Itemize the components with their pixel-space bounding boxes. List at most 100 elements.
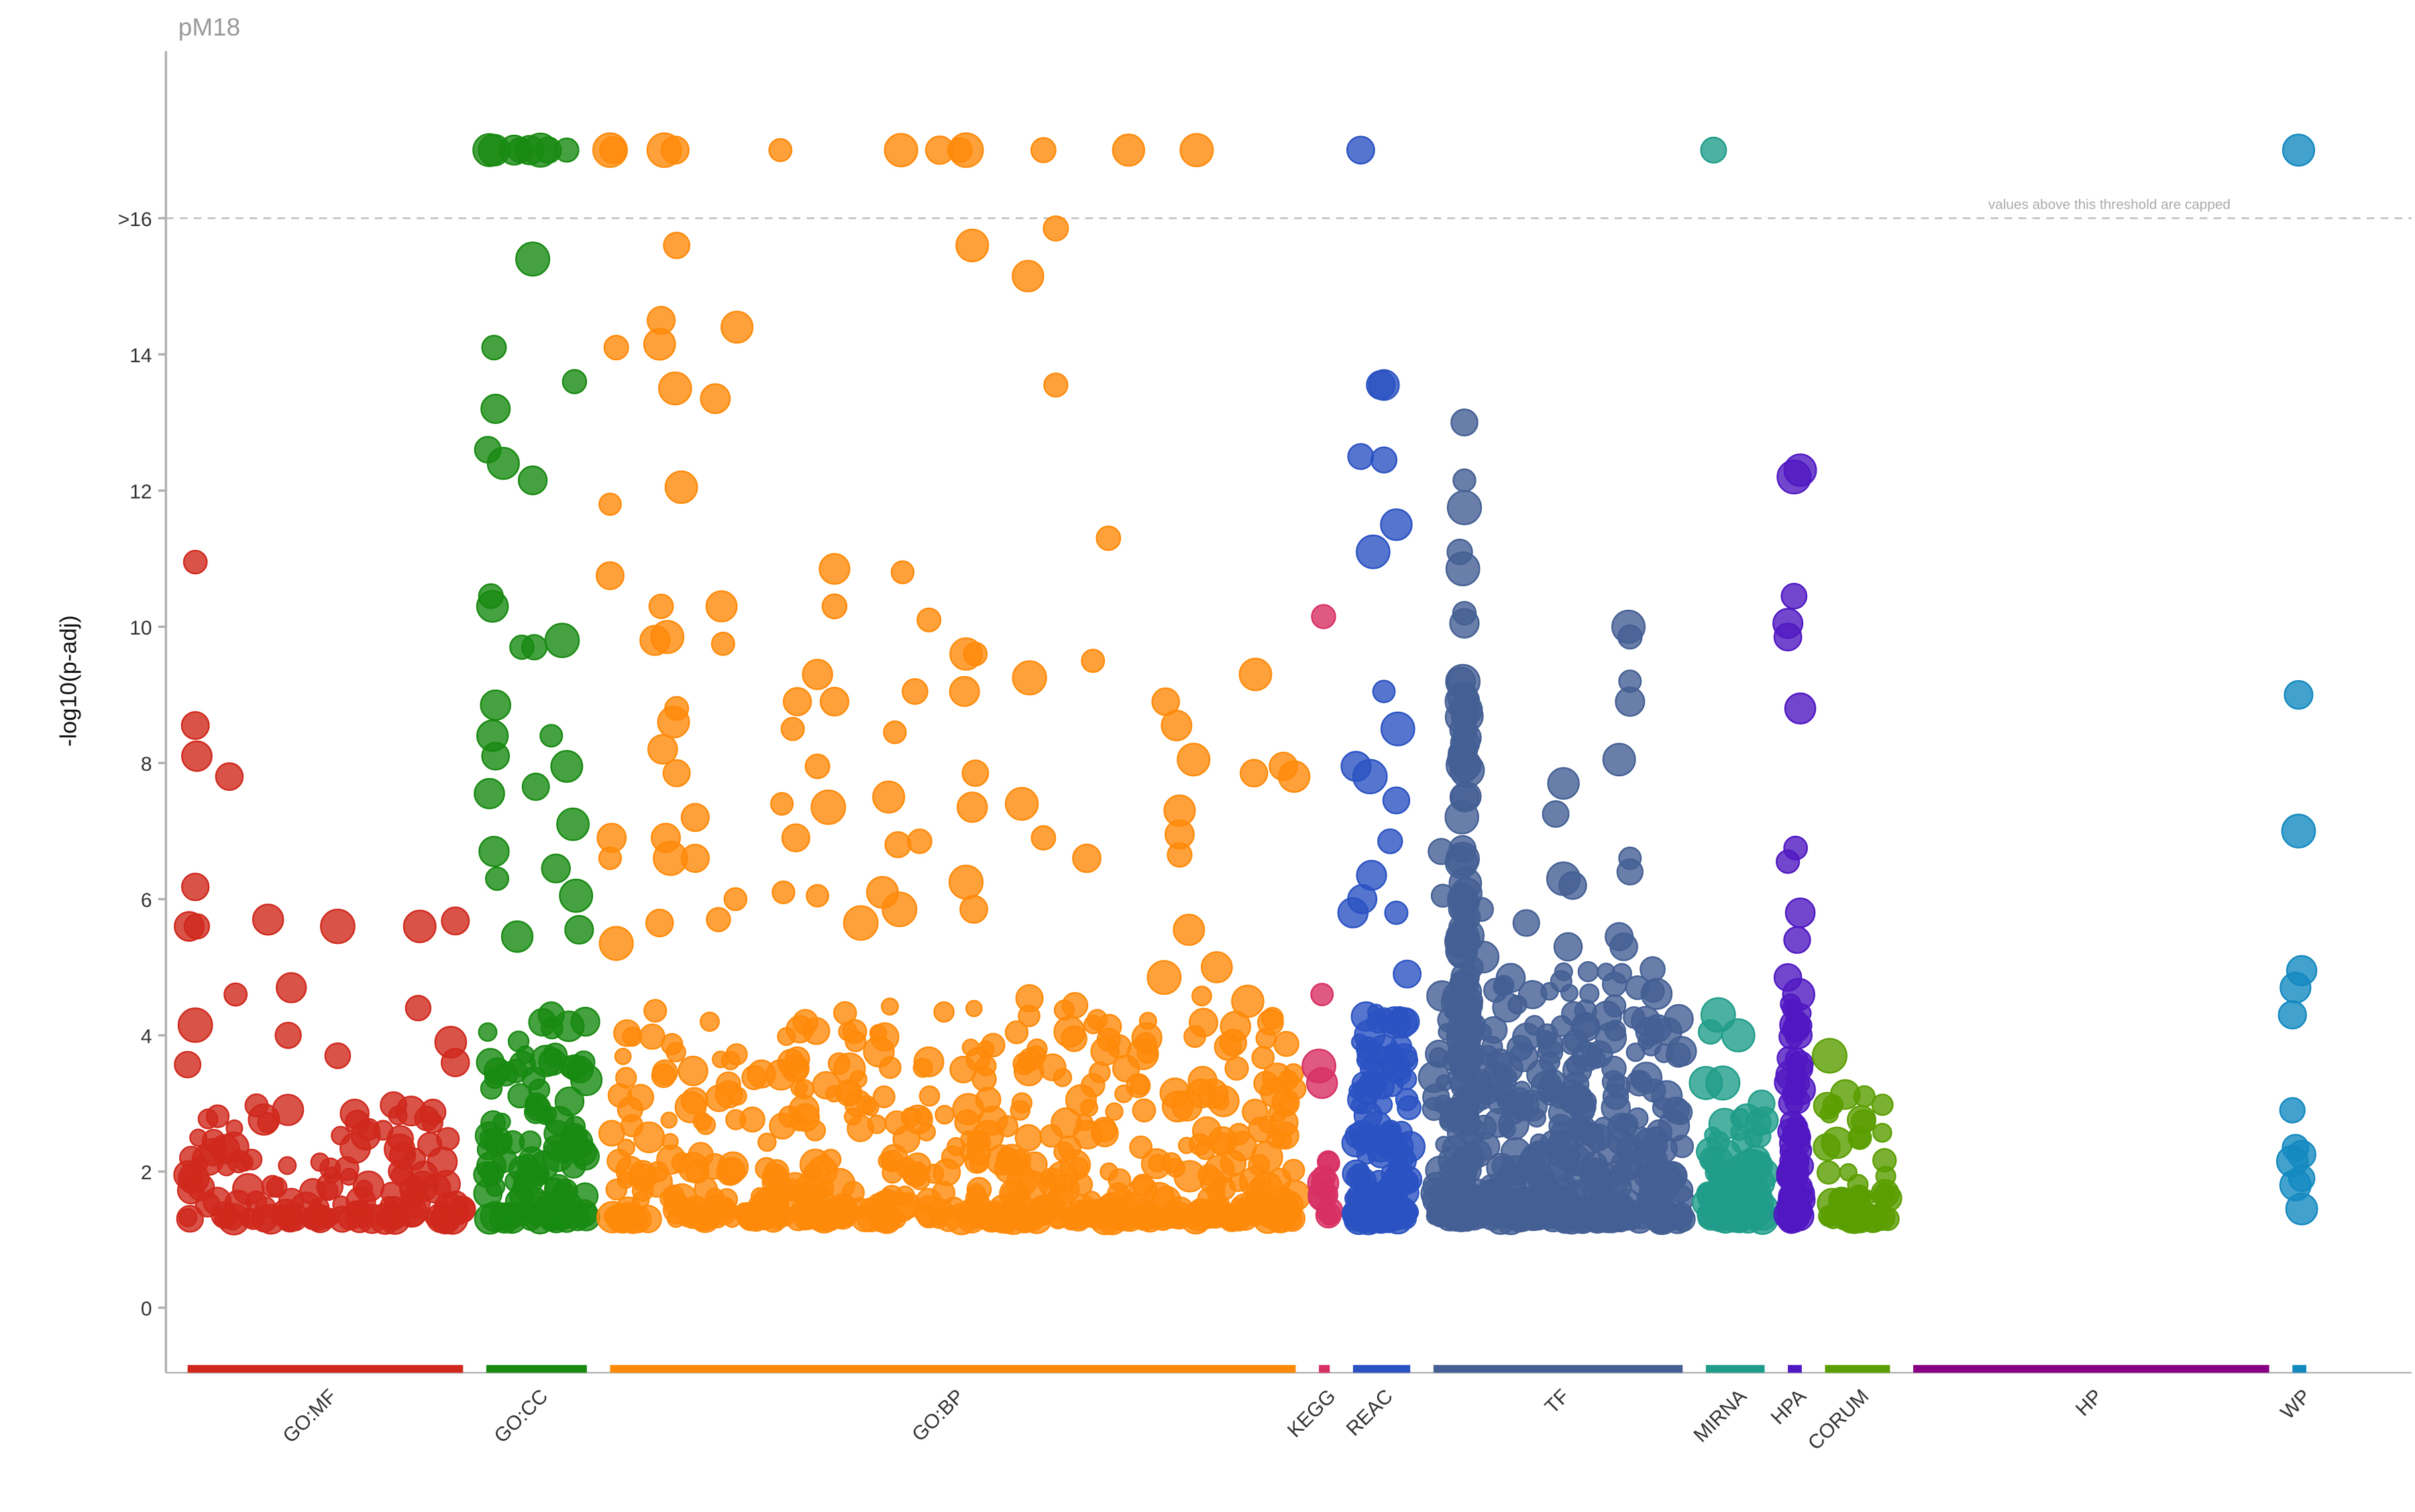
data-point xyxy=(1667,1177,1694,1203)
data-point xyxy=(1449,969,1480,1000)
data-point xyxy=(2279,1097,2306,1124)
data-point xyxy=(1540,1130,1568,1158)
data-point xyxy=(1136,1043,1158,1064)
data-point xyxy=(1615,1113,1639,1136)
data-point xyxy=(1183,1200,1215,1232)
source-bar-hpa xyxy=(1788,1364,1802,1373)
data-point xyxy=(1004,1020,1029,1044)
data-point xyxy=(902,678,928,705)
data-point xyxy=(1317,1150,1340,1173)
data-point xyxy=(1081,649,1106,673)
data-point xyxy=(877,1152,896,1171)
data-point xyxy=(1030,137,1057,164)
cap-note: values above this threshold are capped xyxy=(1988,197,2231,212)
data-point xyxy=(912,1058,933,1078)
source-bar-reac xyxy=(1352,1364,1411,1373)
data-point xyxy=(271,1198,301,1229)
data-point xyxy=(1532,1177,1562,1207)
data-point xyxy=(1112,1055,1140,1083)
data-point xyxy=(843,905,879,941)
data-point xyxy=(1486,1152,1516,1183)
data-point xyxy=(509,635,535,660)
data-point xyxy=(478,1022,498,1042)
data-point xyxy=(241,1148,263,1171)
data-point xyxy=(706,907,731,932)
data-point xyxy=(966,1177,992,1203)
data-point xyxy=(1448,1156,1478,1187)
data-point xyxy=(556,807,590,841)
data-point xyxy=(261,1175,284,1198)
data-point xyxy=(1493,977,1513,997)
data-point xyxy=(1445,551,1481,586)
data-point xyxy=(384,1133,416,1165)
data-point xyxy=(1636,1144,1668,1176)
y-tick-label: 4 xyxy=(141,1026,152,1048)
data-point xyxy=(662,759,691,788)
data-point xyxy=(1148,1154,1167,1173)
data-point xyxy=(1029,1197,1057,1226)
data-point xyxy=(402,910,437,943)
data-point xyxy=(1643,1014,1672,1042)
data-point xyxy=(1783,926,1811,954)
data-point xyxy=(680,802,710,832)
data-point xyxy=(969,1152,989,1173)
data-points xyxy=(173,132,2318,1236)
data-point xyxy=(959,895,988,924)
data-point xyxy=(225,1119,244,1137)
data-point xyxy=(994,1153,1024,1184)
data-point xyxy=(871,1203,902,1234)
x-tick-label: TF xyxy=(1541,1385,1574,1418)
data-point xyxy=(1231,984,1265,1018)
data-point xyxy=(666,1209,686,1228)
data-point xyxy=(664,470,698,504)
data-point xyxy=(1450,409,1479,437)
data-point xyxy=(657,706,690,739)
y-tick-label: >16 xyxy=(118,209,152,231)
chart-title: pM18 xyxy=(178,13,240,41)
data-point xyxy=(480,394,511,425)
data-point xyxy=(661,1133,679,1150)
data-point xyxy=(1096,1014,1122,1040)
data-point xyxy=(1042,215,1069,241)
data-point xyxy=(955,228,989,262)
source-bar-kegg xyxy=(1319,1364,1330,1373)
data-point xyxy=(1778,1024,1804,1050)
data-point xyxy=(741,1065,767,1091)
data-point xyxy=(717,1151,749,1183)
data-point xyxy=(1781,1209,1799,1228)
source-bar-mirna xyxy=(1705,1364,1765,1373)
data-point xyxy=(324,1042,352,1069)
data-point xyxy=(598,1120,625,1147)
data-point xyxy=(969,1130,991,1154)
data-point xyxy=(331,1126,351,1146)
data-point xyxy=(1850,1209,1870,1229)
data-point xyxy=(1004,787,1039,821)
data-point xyxy=(1446,1024,1481,1059)
data-point xyxy=(485,866,510,891)
data-point xyxy=(1105,1102,1124,1121)
data-point xyxy=(1072,843,1102,873)
data-point xyxy=(1352,759,1388,794)
data-point xyxy=(660,136,690,165)
data-point xyxy=(561,369,588,394)
data-point xyxy=(1640,956,1666,983)
data-point xyxy=(215,762,244,791)
data-point xyxy=(473,1161,500,1188)
data-point xyxy=(1645,1203,1678,1235)
data-point xyxy=(1449,782,1480,812)
data-point xyxy=(1547,767,1580,800)
data-point xyxy=(1445,747,1481,783)
data-point xyxy=(820,1148,842,1171)
data-point xyxy=(544,623,580,658)
data-point xyxy=(883,720,907,745)
data-point xyxy=(1191,985,1212,1007)
data-point xyxy=(181,872,210,902)
y-tick-label: 0 xyxy=(141,1298,152,1320)
data-point xyxy=(1610,1162,1633,1185)
data-point xyxy=(1832,1203,1856,1227)
data-point xyxy=(449,1195,476,1223)
data-point xyxy=(1282,1158,1305,1182)
data-point xyxy=(948,132,984,168)
data-point xyxy=(606,1203,637,1234)
